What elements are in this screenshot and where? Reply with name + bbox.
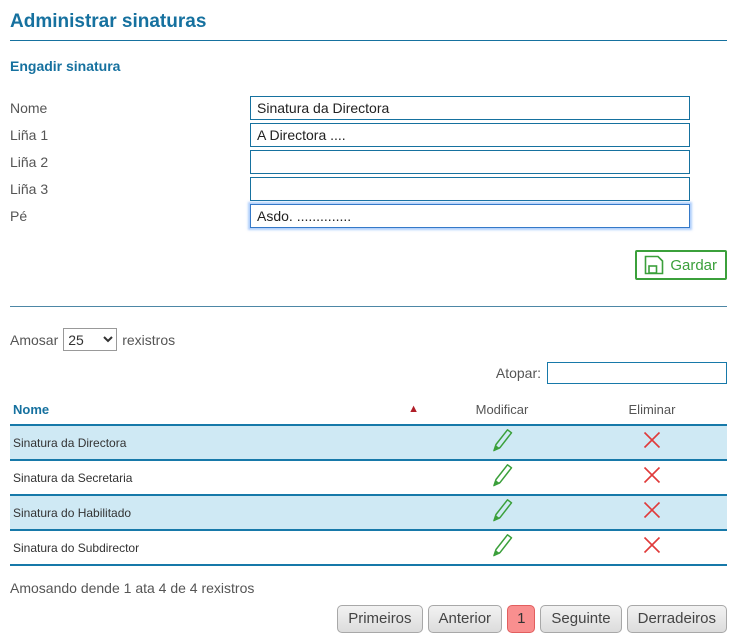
column-header-modificar: Modificar [475, 402, 529, 417]
form-row-lina1: Liña 1 [10, 123, 727, 147]
table-row: Sinatura do Subdirector [10, 530, 727, 565]
pe-input[interactable] [250, 204, 690, 228]
signature-name: Sinatura do Habilitado [13, 505, 132, 520]
pagination-first-button[interactable]: Primeiros [337, 605, 423, 633]
lina3-input[interactable] [250, 177, 690, 201]
signature-name: Sinatura do Subdirector [13, 540, 140, 555]
delete-x-icon[interactable] [641, 429, 663, 451]
form-row-lina2: Liña 2 [10, 150, 727, 174]
table-row: Sinatura do Habilitado [10, 495, 727, 530]
signature-name: Sinatura da Secretaria [13, 470, 133, 485]
edit-pencil-icon[interactable] [491, 427, 514, 453]
pagination-page-1-button[interactable]: 1 [507, 605, 536, 633]
nome-label: Nome [10, 100, 48, 116]
search-controls: Atopar: [10, 362, 727, 384]
show-prefix-label: Amosar [10, 331, 59, 348]
floppy-disk-icon [643, 254, 665, 276]
add-signature-section-title: Engadir sinatura [10, 58, 121, 74]
table-row: Sinatura da Secretaria [10, 460, 727, 495]
show-suffix-label: rexistros [122, 331, 176, 348]
search-input[interactable] [547, 362, 727, 384]
save-button-label: Gardar [670, 256, 717, 274]
pagination-previous-button[interactable]: Anterior [427, 605, 503, 633]
column-header-eliminar: Eliminar [628, 402, 676, 417]
form-row-nome: Nome [10, 96, 727, 120]
search-label: Atopar: [495, 365, 541, 381]
page-size-select[interactable]: 25 [63, 328, 118, 351]
lina3-label: Liña 3 [10, 181, 49, 197]
page-size-controls: Amosar 25 rexistros [10, 328, 727, 351]
pagination-last-button[interactable]: Derradeiros [626, 605, 727, 633]
edit-pencil-icon[interactable] [491, 497, 514, 523]
table-row: Sinatura da Directora [10, 425, 727, 460]
lina2-label: Liña 2 [10, 154, 49, 170]
signatures-table: Nome ▲ Modificar Eliminar Sinatura da Dir… [10, 397, 727, 566]
delete-x-icon[interactable] [641, 464, 663, 486]
save-button[interactable]: Gardar [635, 250, 727, 280]
lina2-input[interactable] [250, 150, 690, 174]
add-signature-form: Nome Liña 1 Liña 2 Liña 3 Pé [10, 96, 727, 280]
pagination-next-button[interactable]: Seguinte [540, 605, 622, 633]
signature-name: Sinatura da Directora [13, 435, 127, 450]
page-title: Administrar sinaturas [10, 8, 727, 41]
save-row: Gardar [10, 250, 727, 280]
nome-input[interactable] [250, 96, 690, 120]
form-row-lina3: Liña 3 [10, 177, 727, 201]
records-info: Amosando dende 1 ata 4 de 4 rexistros [10, 580, 255, 596]
sort-asc-icon: ▲ [408, 403, 419, 415]
lina1-input[interactable] [250, 123, 690, 147]
table-header-row: Nome ▲ Modificar Eliminar [10, 397, 727, 425]
pagination: Primeiros Anterior 1 Seguinte Derradeiro… [10, 605, 727, 633]
lina1-label: Liña 1 [10, 127, 49, 143]
delete-x-icon[interactable] [641, 499, 663, 521]
delete-x-icon[interactable] [641, 534, 663, 556]
column-header-nome[interactable]: Nome ▲ [13, 402, 419, 417]
edit-pencil-icon[interactable] [491, 532, 514, 558]
edit-pencil-icon[interactable] [491, 462, 514, 488]
form-row-pe: Pé [10, 204, 727, 228]
pe-label: Pé [10, 208, 28, 224]
section-divider [10, 306, 727, 307]
